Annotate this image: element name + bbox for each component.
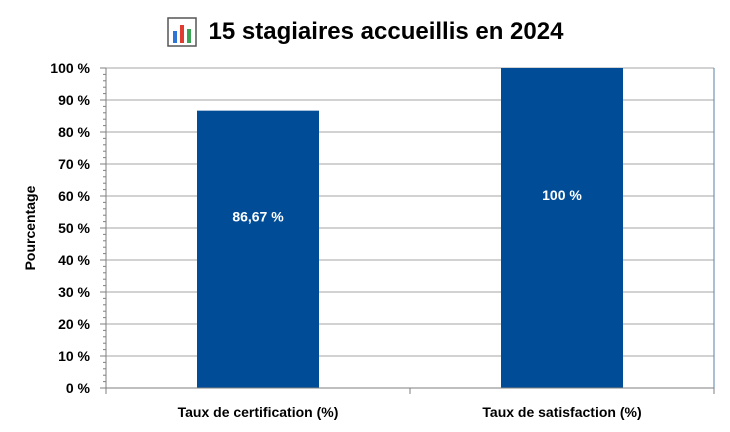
x-category-label: Taux de certification (%): [178, 404, 339, 420]
data-label: 86,67 %: [232, 208, 284, 224]
bar: [197, 110, 319, 388]
y-tick-label: 40 %: [58, 252, 90, 268]
y-tick-label: 10 %: [58, 348, 90, 364]
chart-title: 15 stagiaires accueillis en 2024: [208, 18, 564, 45]
y-tick-label: 80 %: [58, 124, 90, 140]
y-axis-label: Pourcentage: [22, 185, 38, 270]
x-category-labels: Taux de certification (%) Taux de satisfa…: [178, 404, 642, 420]
y-tick-labels: 0 % 10 % 20 % 30 % 40 % 50 % 60 % 70 % 80 % 90 % 1…: [50, 60, 90, 396]
y-tick-label: 0 %: [66, 380, 91, 396]
chart-title-row: 15 stagiaires accueillis en 2024: [0, 14, 730, 50]
data-label: 100 %: [542, 187, 582, 203]
x-category-label: Taux de satisfaction (%): [482, 404, 641, 420]
y-tick-label: 50 %: [58, 220, 90, 236]
y-tick-label: 70 %: [58, 156, 90, 172]
bar: [501, 68, 623, 388]
y-tick-label: 100 %: [50, 60, 90, 76]
data-labels: 86,67 % 100 %: [232, 187, 582, 224]
y-tick-label: 30 %: [58, 284, 90, 300]
axes: [100, 67, 715, 394]
bar-chart-icon: [166, 17, 197, 47]
bars: [197, 68, 623, 388]
y-tick-label: 20 %: [58, 316, 90, 332]
y-tick-label: 60 %: [58, 188, 90, 204]
y-tick-label: 90 %: [58, 92, 90, 108]
